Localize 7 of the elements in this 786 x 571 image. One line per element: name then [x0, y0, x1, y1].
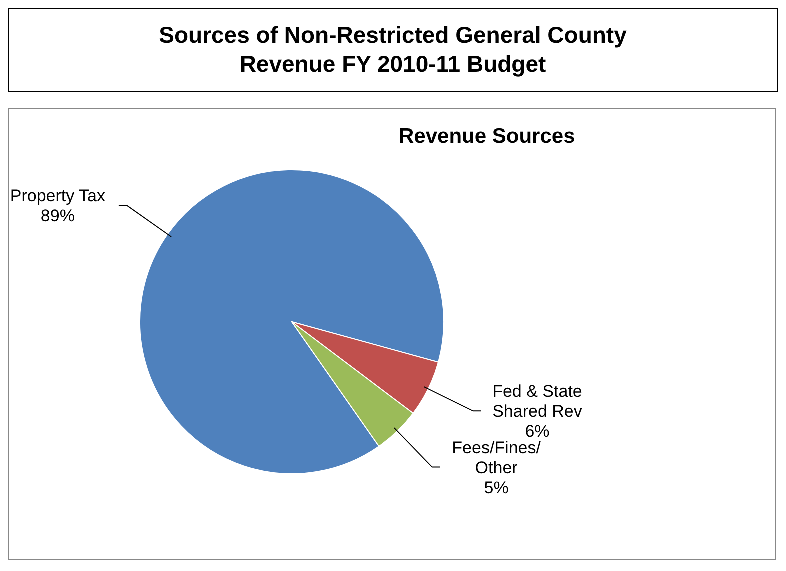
data-label: 89% — [40, 206, 75, 226]
chart-subtitle: Revenue Sources — [399, 125, 576, 149]
slice-label: Fed & State Shared Rev — [492, 382, 583, 422]
pie-slice — [140, 170, 444, 474]
slice-label: Property Tax — [10, 186, 106, 206]
chart-title: Sources of Non-Restricted General County Revenue FY 2010-11 Budget — [8, 8, 778, 92]
data-label: 5% — [484, 478, 509, 498]
